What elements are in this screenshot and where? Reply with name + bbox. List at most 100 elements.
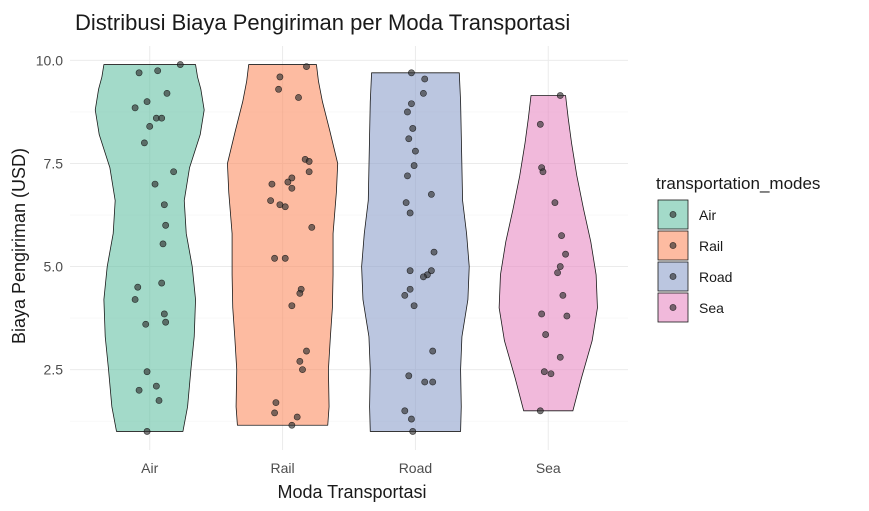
data-point-road: [429, 347, 437, 355]
data-point-air: [146, 122, 154, 130]
data-point-road: [429, 378, 437, 386]
data-point-air: [143, 368, 151, 376]
data-point-air: [151, 180, 159, 188]
data-point-rail: [308, 223, 316, 231]
data-point-road: [421, 378, 429, 386]
violin-road: [361, 72, 470, 432]
data-point-air: [176, 61, 184, 68]
data-point-sea: [562, 250, 569, 258]
data-point-sea: [558, 232, 565, 240]
data-point-rail: [284, 178, 292, 186]
data-point-road: [409, 125, 417, 132]
data-point-sea: [539, 168, 547, 176]
axis-ticks: 2.5 5.0 7.5 10.0 Air Rail Road Sea: [36, 52, 561, 476]
data-point-sea: [556, 92, 564, 99]
data-point-air: [160, 201, 168, 209]
data-point-air: [131, 104, 139, 112]
data-point-rail: [303, 347, 310, 355]
data-point-road: [427, 267, 435, 275]
data-point-rail: [305, 168, 313, 176]
data-point-sea: [554, 269, 561, 277]
violins: [94, 64, 598, 432]
data-point-air: [152, 382, 160, 390]
data-point-road: [408, 69, 415, 77]
data-point-road: [409, 428, 417, 435]
data-point-air: [170, 168, 178, 176]
data-point-air: [154, 67, 162, 75]
data-point-air: [143, 428, 151, 435]
data-point-rail: [275, 85, 282, 93]
data-point-sea: [538, 310, 546, 318]
data-point-rail: [296, 357, 304, 365]
data-point-sea: [559, 292, 567, 299]
data-point-air: [162, 318, 170, 326]
data-point-road: [404, 172, 411, 180]
data-point-air: [131, 296, 139, 303]
legend: transportation_modes Air Rail Road Sea: [656, 174, 820, 323]
data-point-sea: [536, 120, 544, 128]
data-point-sea: [556, 353, 564, 361]
data-point-air: [134, 283, 142, 291]
data-point-air: [160, 310, 168, 318]
data-point-road: [421, 75, 429, 83]
data-point-rail: [303, 63, 310, 71]
data-point-road: [427, 191, 435, 198]
data-point-rail: [288, 174, 296, 182]
data-point-air: [163, 90, 171, 97]
x-tick-label: Road: [399, 460, 432, 476]
data-point-road: [419, 90, 427, 97]
data-point-road: [401, 292, 409, 299]
data-point-rail: [296, 289, 304, 297]
data-point-road: [412, 147, 419, 155]
data-point-road: [405, 372, 413, 380]
data-point-sea: [556, 263, 564, 270]
violin-sea: [498, 95, 598, 412]
legend-point: [669, 242, 677, 249]
data-point-air: [158, 114, 166, 122]
data-point-rail: [305, 158, 313, 165]
x-tick-label: Sea: [536, 460, 561, 476]
data-point-road: [401, 407, 409, 415]
violin-air: [94, 64, 205, 432]
data-point-rail: [295, 94, 302, 101]
data-point-rail: [267, 197, 275, 204]
data-point-rail: [293, 413, 301, 421]
legend-label-rail: Rail: [699, 238, 723, 254]
data-point-road: [405, 135, 413, 143]
data-point-air: [135, 69, 143, 77]
data-point-road: [430, 248, 438, 256]
data-point-road: [408, 415, 415, 423]
x-tick-label: Rail: [271, 460, 295, 476]
legend-point: [669, 273, 677, 280]
data-point-road: [410, 162, 418, 169]
y-axis-title: Biaya Pengiriman (USD): [9, 148, 29, 344]
legend-label-sea: Sea: [699, 300, 724, 316]
data-point-road: [406, 285, 414, 293]
data-point-rail: [288, 184, 296, 192]
data-point-sea: [540, 368, 548, 376]
legend-point: [669, 304, 677, 311]
y-tick-label: 10.0: [36, 52, 63, 68]
legend-label-road: Road: [699, 269, 732, 285]
legend-label-air: Air: [699, 207, 716, 223]
data-points: [131, 61, 571, 435]
data-point-air: [140, 139, 148, 147]
data-point-road: [406, 209, 414, 217]
data-point-sea: [551, 199, 559, 207]
data-point-sea: [563, 312, 571, 320]
data-point-rail: [268, 180, 276, 188]
data-point-sea: [547, 370, 555, 378]
data-point-road: [402, 199, 410, 207]
data-point-rail: [281, 254, 289, 262]
data-point-sea: [542, 331, 550, 338]
data-point-air: [155, 397, 163, 404]
data-point-air: [162, 221, 170, 229]
data-point-road: [410, 302, 418, 310]
data-point-air: [143, 98, 151, 106]
data-point-rail: [271, 254, 278, 262]
data-point-road: [419, 273, 427, 281]
data-point-road: [406, 267, 414, 275]
data-point-rail: [288, 302, 296, 310]
x-tick-label: Air: [141, 460, 158, 476]
